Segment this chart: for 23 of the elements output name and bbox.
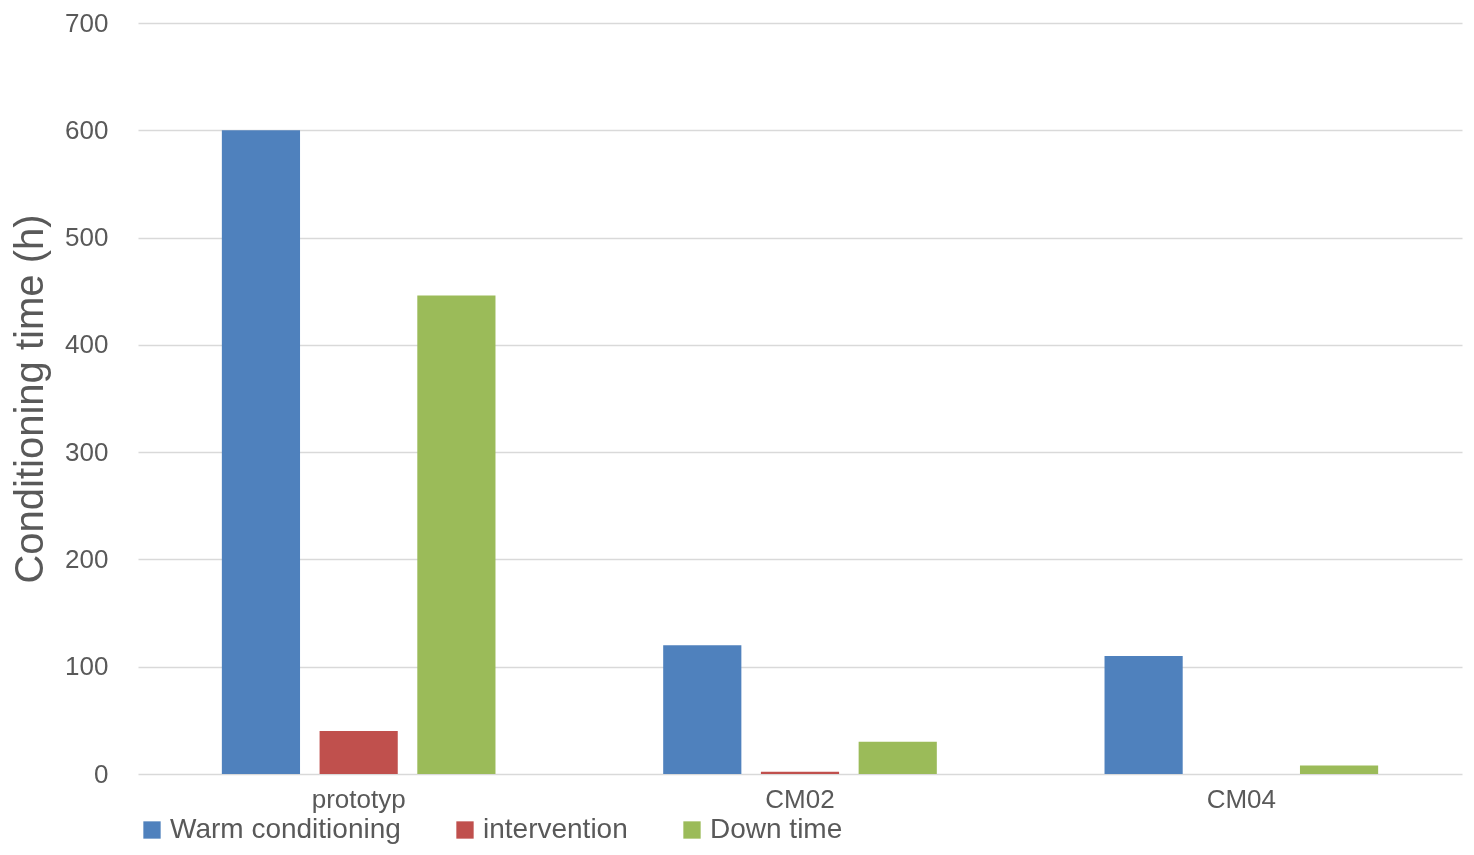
legend-label: intervention <box>483 813 628 844</box>
bar <box>221 130 301 774</box>
y-tick-label: 500 <box>65 222 109 253</box>
y-tick-label: 0 <box>94 758 109 789</box>
y-tick-label: 700 <box>65 7 109 38</box>
y-tick-label: 200 <box>65 543 109 574</box>
y-tick-label: 100 <box>65 651 109 682</box>
y-tick-label: 300 <box>65 436 109 467</box>
bar <box>1104 655 1183 774</box>
bar <box>858 741 937 774</box>
x-tick-label: prototyp <box>311 783 406 814</box>
y-tick-label: 400 <box>65 329 109 360</box>
bar <box>663 645 742 774</box>
y-axis-title: Conditioning time (h) <box>7 214 52 584</box>
legend-label: Down time <box>710 813 843 844</box>
bar <box>319 731 398 774</box>
x-tick-label: CM02 <box>765 783 835 814</box>
bar <box>760 771 840 774</box>
bar <box>1299 765 1379 774</box>
bar <box>417 295 496 774</box>
legend-label: Warm conditioning <box>170 813 401 844</box>
y-tick-label: 600 <box>65 114 109 145</box>
x-tick-label: CM04 <box>1206 783 1277 814</box>
